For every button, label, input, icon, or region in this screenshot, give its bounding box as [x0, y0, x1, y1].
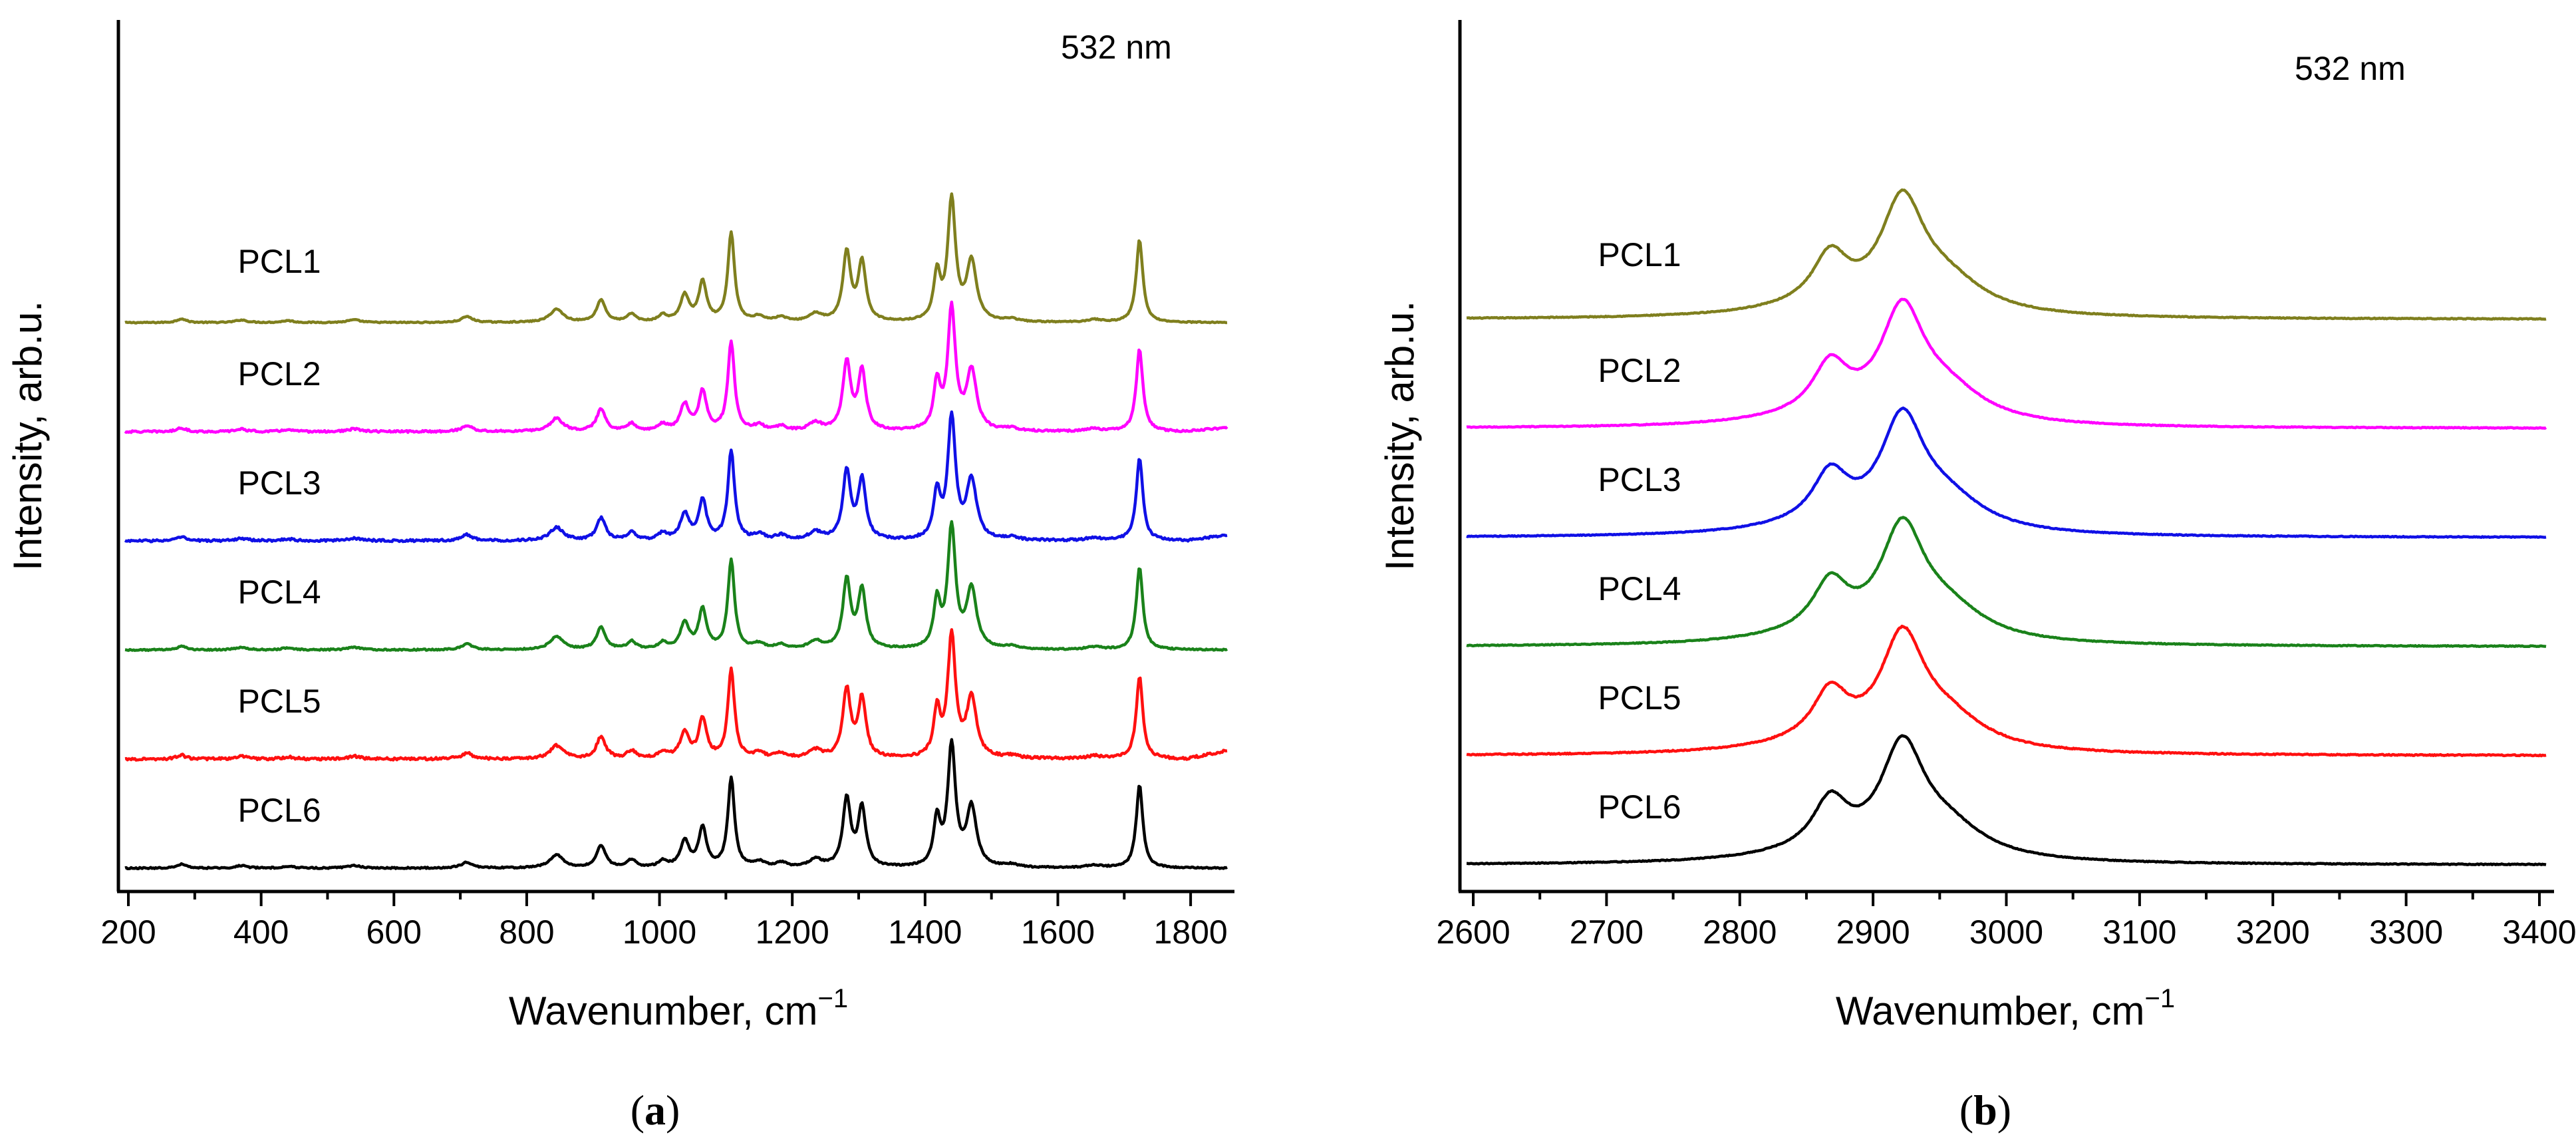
x-tick-label-3400-b: 3400 [2502, 913, 2576, 951]
series-label-pcl4-b: PCL4 [1598, 570, 1681, 607]
spectrum-line-pcl5-a [124, 628, 1228, 762]
spectrum-line-pcl1-b [1466, 188, 2547, 321]
x-ticks-b: 2600 2700 2800 2900 3000 3100 3200 3300 3400 [1436, 892, 2576, 951]
panel-label-a: (a) [631, 1086, 680, 1134]
series-label-pcl1-b: PCL1 [1598, 236, 1681, 273]
x-tick-label-1000-a: 1000 [623, 913, 696, 951]
series-label-pcl6-a: PCL6 [237, 792, 321, 829]
wavelength-annotation-b: 532 nm [2295, 50, 2406, 87]
x-tick-label-2800-b: 2800 [1703, 913, 1777, 951]
spectrum-line-pcl6-b [1466, 734, 2547, 867]
x-tick-label-600-a: 600 [366, 913, 422, 951]
panel-letter-a: a [644, 1086, 666, 1134]
x-tick-label-1200-a: 1200 [756, 913, 829, 951]
series-label-pcl5-a: PCL5 [237, 683, 321, 720]
x-axis-title-sup-a: −1 [817, 984, 848, 1013]
series-label-pcl2-a: PCL2 [237, 355, 321, 393]
x-ticks-a: 200 400 600 800 1000 1200 1400 1600 1800 [100, 892, 1228, 951]
series-label-pcl1-a: PCL1 [237, 243, 321, 280]
x-tick-label-2900-b: 2900 [1836, 913, 1910, 951]
x-tick-label-3100-b: 3100 [2102, 913, 2176, 951]
x-axis-title-a: Wavenumber, cm−1 [509, 984, 848, 1033]
spectrum-line-pcl2-a [124, 300, 1228, 434]
x-tick-label-1800-a: 1800 [1153, 913, 1227, 951]
spectrum-line-pcl6-a [124, 738, 1228, 871]
series-label-pcl2-b: PCL2 [1598, 352, 1681, 389]
spectrum-line-pcl3-b [1466, 407, 2547, 539]
x-axis-title-b: Wavenumber, cm−1 [1836, 984, 2175, 1033]
x-tick-label-200-a: 200 [100, 913, 156, 951]
series-labels-a: PCL1 PCL2 PCL3 PCL4 PCL5 PCL6 [237, 243, 321, 829]
panel-b: Intensity, arb.u. PCL1PCL2PCL3PCL4PCL5PC… [1377, 20, 2576, 1134]
x-tick-label-3200-b: 3200 [2236, 913, 2310, 951]
x-tick-label-3300-b: 3300 [2369, 913, 2443, 951]
x-axis-title-text-a: Wavenumber, cm [509, 989, 818, 1033]
x-tick-label-800-a: 800 [499, 913, 554, 951]
series-label-pcl3-a: PCL3 [237, 464, 321, 502]
x-tick-label-400-a: 400 [233, 913, 289, 951]
x-tick-label-2600-b: 2600 [1436, 913, 1510, 951]
spectrum-line-pcl1-a [124, 192, 1228, 325]
series-labels-b: PCL1 PCL2 PCL3 PCL4 PCL5 PCL6 [1598, 236, 1681, 826]
spectrum-line-pcl4-a [124, 520, 1228, 653]
spectrum-line-pcl4-b [1466, 516, 2547, 649]
panel-label-b: (b) [1959, 1086, 2011, 1134]
panel-letter-b: b [1973, 1086, 1997, 1134]
wavelength-annotation-a: 532 nm [1061, 29, 1172, 66]
x-axis-title-sup-b: −1 [2144, 984, 2175, 1013]
panel-a: Intensity, arb.u. PCL1PCL2PCL3PCL4PCL5PC… [5, 20, 1234, 1134]
x-tick-label-3000-b: 3000 [1969, 913, 2043, 951]
x-tick-label-2700-b: 2700 [1570, 913, 1644, 951]
spectrum-line-pcl3-a [124, 410, 1228, 544]
x-tick-label-1600-a: 1600 [1021, 913, 1095, 951]
x-axis-title-text-b: Wavenumber, cm [1836, 989, 2145, 1033]
y-axis-title-a: Intensity, arb.u. [5, 301, 50, 571]
series-group-a [124, 192, 1228, 871]
series-label-pcl5-b: PCL5 [1598, 679, 1681, 717]
series-label-pcl4-a: PCL4 [237, 573, 321, 611]
series-label-pcl6-b: PCL6 [1598, 788, 1681, 826]
spectrum-line-pcl5-b [1466, 624, 2547, 758]
y-axis-title-b: Intensity, arb.u. [1377, 301, 1422, 571]
spectrum-line-pcl2-b [1466, 297, 2547, 430]
series-group-b [1466, 188, 2547, 867]
series-label-pcl3-b: PCL3 [1598, 461, 1681, 498]
x-tick-label-1400-a: 1400 [888, 913, 962, 951]
